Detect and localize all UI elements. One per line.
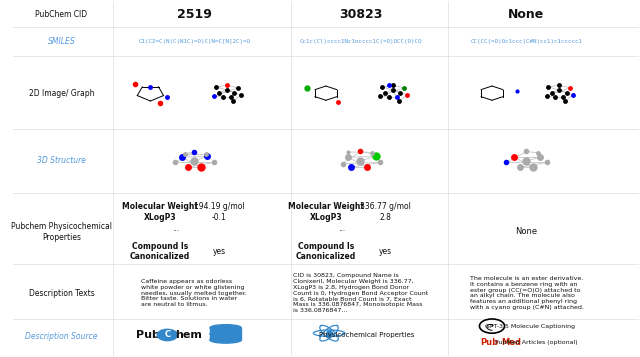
- Text: 30823: 30823: [339, 9, 382, 21]
- Text: Pub: Pub: [480, 338, 499, 347]
- Text: yes: yes: [379, 247, 392, 256]
- Text: SMILES: SMILES: [47, 37, 76, 46]
- Ellipse shape: [210, 331, 241, 337]
- Text: Molecular Weight: Molecular Weight: [288, 202, 364, 211]
- Text: Physicochemical Properties: Physicochemical Properties: [319, 332, 414, 338]
- Text: hem: hem: [175, 330, 202, 340]
- Text: Pub: Pub: [136, 330, 160, 340]
- Text: -0.1: -0.1: [212, 213, 227, 222]
- Ellipse shape: [210, 325, 241, 331]
- Text: XLogP3: XLogP3: [310, 213, 342, 222]
- Text: Caffeine appears as odorless
white powder or white glistening
needles, usually m: Caffeine appears as odorless white powde…: [141, 279, 247, 307]
- Text: Cc1c(Cl)cccc1Nc1ncccc1C(=O)OCC(O)CO: Cc1c(Cl)cccc1Nc1ncccc1C(=O)OCC(O)CO: [299, 39, 422, 44]
- Ellipse shape: [210, 337, 241, 343]
- Text: C1(C2=C(N(C(N1C)=O)C)N=C[N]2C)=O: C1(C2=C(N(C(N1C)=O)C)N=C[N]2C)=O: [138, 39, 250, 44]
- Text: PubMed Articles (optional): PubMed Articles (optional): [495, 340, 577, 345]
- Text: ...: ...: [338, 224, 345, 233]
- Text: GPT-3.5 Molecule Captioning: GPT-3.5 Molecule Captioning: [484, 323, 575, 328]
- Text: Med: Med: [501, 338, 522, 347]
- Text: C: C: [164, 331, 170, 340]
- Text: ...: ...: [172, 224, 179, 233]
- Text: 3D Structure: 3D Structure: [37, 156, 86, 165]
- Text: 2D Image/ Graph: 2D Image/ Graph: [29, 89, 94, 98]
- Text: 336.77 g/mol: 336.77 g/mol: [360, 202, 411, 211]
- Text: 194.19 g/mol: 194.19 g/mol: [194, 202, 244, 211]
- Text: yes: yes: [212, 247, 226, 256]
- Text: CC(CC(=O)Oc1ccc(C#N)cc1)c1ccccc1: CC(CC(=O)Oc1ccc(C#N)cc1)c1ccccc1: [470, 39, 582, 44]
- Text: 2519: 2519: [177, 9, 212, 21]
- Circle shape: [157, 329, 177, 341]
- Text: None: None: [515, 227, 538, 236]
- Text: Molecular Weight: Molecular Weight: [122, 202, 198, 211]
- Text: None: None: [508, 9, 545, 21]
- Text: Compound Is
Canonicalized: Compound Is Canonicalized: [296, 242, 356, 261]
- Text: Description Texts: Description Texts: [29, 288, 94, 297]
- Text: Compound Is
Canonicalized: Compound Is Canonicalized: [130, 242, 190, 261]
- Text: XLogP3: XLogP3: [143, 213, 176, 222]
- Text: CID is 30823, Compound Name is
Clonixeril, Molecular Weight is 336.77,
XLogP3 is: CID is 30823, Compound Name is Clonixeri…: [292, 273, 428, 313]
- FancyBboxPatch shape: [210, 328, 241, 340]
- Text: Description Source: Description Source: [25, 332, 98, 341]
- Text: The molecule is an ester derivative.
It contains a benzene ring with an
ester gr: The molecule is an ester derivative. It …: [470, 276, 584, 310]
- Text: 2.8: 2.8: [380, 213, 392, 222]
- Text: PubChem CID: PubChem CID: [35, 10, 88, 19]
- Text: Pubchem Physicochemical
Properties: Pubchem Physicochemical Properties: [11, 222, 112, 242]
